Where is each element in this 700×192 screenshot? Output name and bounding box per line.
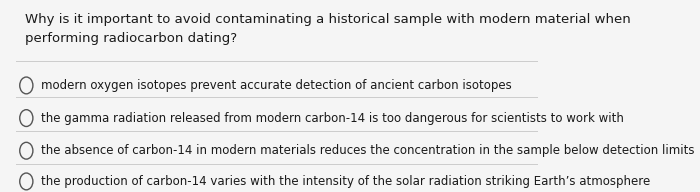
Text: the production of carbon-14 varies with the intensity of the solar radiation str: the production of carbon-14 varies with … xyxy=(41,175,650,188)
Text: the absence of carbon-14 in modern materials reduces the concentration in the sa: the absence of carbon-14 in modern mater… xyxy=(41,144,694,157)
Text: Why is it important to avoid contaminating a historical sample with modern mater: Why is it important to avoid contaminati… xyxy=(25,13,631,46)
Text: modern oxygen isotopes prevent accurate detection of ancient carbon isotopes: modern oxygen isotopes prevent accurate … xyxy=(41,79,512,92)
Text: the gamma radiation released from modern carbon-14 is too dangerous for scientis: the gamma radiation released from modern… xyxy=(41,112,624,125)
